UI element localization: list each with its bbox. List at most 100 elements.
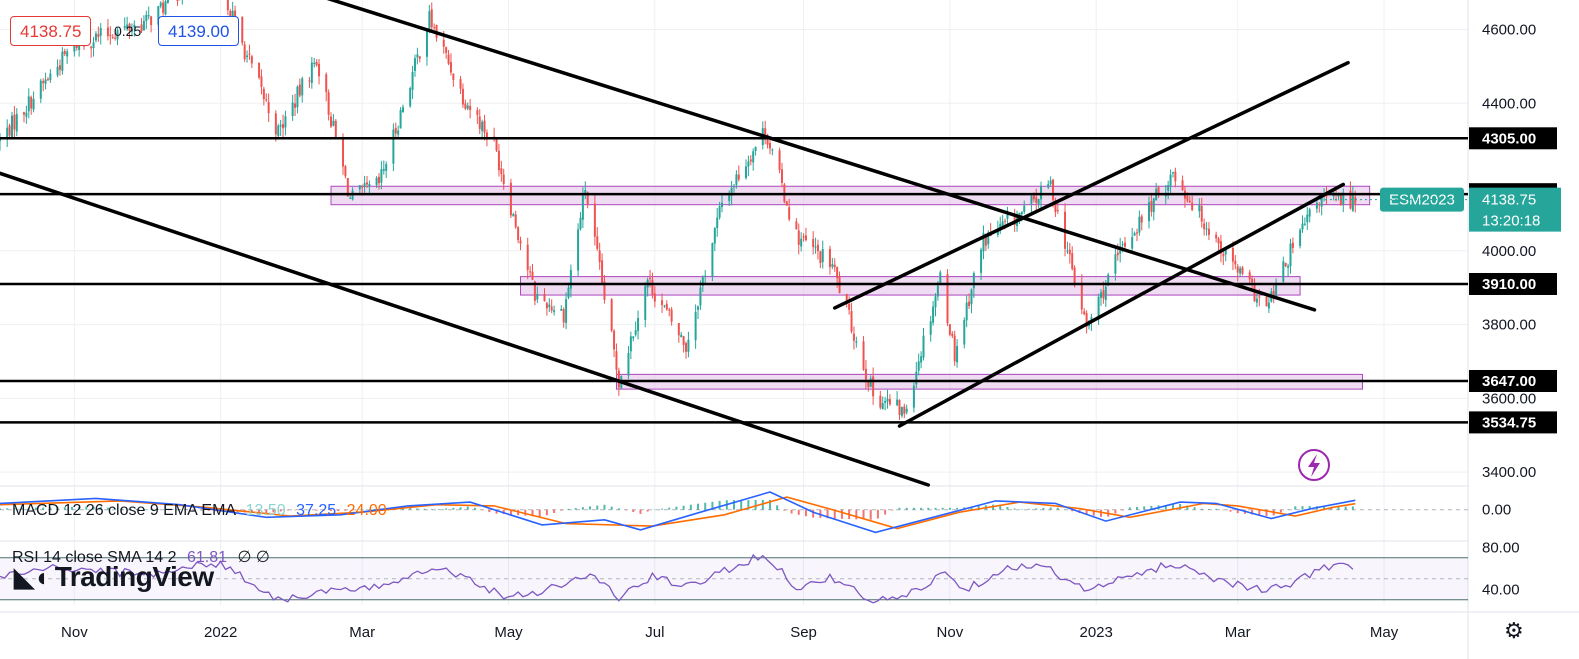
candle-body [737,174,740,180]
rsi-legend[interactable]: RSI 14 close SMA 14 2 61.81 ∅ ∅ [12,547,270,567]
candle-body [766,135,769,145]
candle-body [411,71,414,90]
gear-icon[interactable]: ⚙ [1504,618,1524,643]
candle-body [334,120,337,138]
macd-histogram-bar [1071,509,1074,512]
macd-histogram-bar [56,507,59,510]
macd-histogram-bar [142,508,145,510]
macd-histogram-bar [797,509,800,515]
candle-body [1241,267,1244,274]
candle-body [140,24,143,32]
macd-histogram-bar [1229,509,1232,512]
candle-body [1047,184,1050,188]
macd-histogram-bar [85,506,88,510]
candle-body [332,120,335,126]
support-resistance-zones [330,185,1371,390]
chart-extras [1298,199,1468,481]
candle-body [1255,298,1258,303]
ask-price-button[interactable]: 4139.00 [158,16,240,46]
candle-body [147,15,150,17]
macd-histogram-bar [653,509,656,511]
macd-histogram-bar [330,509,333,511]
candle-body [704,275,707,277]
macd-histogram-bar [42,507,45,510]
candle-body [1215,234,1218,239]
macd-line [0,491,1356,534]
candle-body [1104,286,1107,301]
candle-body [284,116,287,128]
macd-histogram-bar [1351,506,1354,510]
macd-histogram-bar [70,506,73,510]
candle-body [543,294,546,302]
macd-histogram-bar [538,509,541,517]
candle-body [159,2,162,7]
candle-body [747,161,750,167]
candle-body [922,335,925,358]
time-axis[interactable]: Nov 2022 Mar May Jul Sep Nov 2023 Mar May [61,624,1399,641]
rsi-pane [0,553,1468,604]
macd-legend[interactable]: MACD 12 26 close 9 EMA EMA 13.50 37.25 2… [12,502,387,520]
candle-body [1181,180,1184,191]
macd-histogram-bar [1150,505,1153,510]
candle-body [1097,296,1100,320]
candle-body [500,168,503,175]
candle-body [401,107,404,113]
horizontal-levels [0,137,1468,424]
macd-histogram-bar [272,509,275,513]
level-price-tag [1469,127,1557,150]
candle-body [1315,202,1318,209]
candle-body [1157,187,1160,195]
macd-histogram-bar [13,508,16,510]
candle-body [361,186,364,188]
candle-body [601,260,604,283]
macd-histogram-bar [1265,509,1268,516]
macd-histogram-bar [639,509,642,514]
bid-price-button[interactable]: 4138.75 [10,16,92,46]
candle-body [653,293,656,302]
macd-histogram-bar [1207,509,1210,510]
candle-body [1116,252,1119,256]
macd-histogram-bar [862,509,865,520]
macd-histogram-bar [1020,509,1023,510]
macd-histogram-bar [301,509,304,511]
macd-histogram-bar [553,509,556,513]
candle-body [1219,241,1222,254]
candle-body [0,138,1,142]
candle-body [632,336,635,339]
candle-body [545,303,548,309]
candle-body [1205,228,1208,230]
candle-body [819,251,822,264]
macd-histogram-bar [265,509,268,514]
candle-body [1224,248,1227,255]
candle-body [905,408,908,413]
candle-body [951,333,954,336]
time-tick-label: May [1370,624,1399,641]
candle-body [852,333,855,341]
candle-body [1265,296,1268,307]
candle-body [123,26,126,29]
macd-histogram-bar [200,509,203,511]
candle-body [1100,292,1102,298]
macd-histogram-bar [948,507,951,510]
macd-histogram-bar [711,501,714,510]
candle-body [94,33,97,41]
macd-histogram-bar [617,508,620,510]
candle-body [697,306,700,310]
level-price-label: 3910.00 [1482,276,1536,293]
candle-body [816,244,819,252]
macd-histogram-bar [718,500,721,510]
candle-body [1231,248,1234,262]
macd-histogram-bar [812,509,815,518]
candle-body [274,113,277,135]
candle-body [577,229,580,271]
rsi-value: 61.81 [186,549,228,566]
candle-body [447,54,450,64]
candle-body [677,322,680,336]
candle-body [867,380,870,388]
macd-histogram-bar [1143,506,1146,510]
macd-histogram-bar [171,508,174,510]
candle-body [27,96,30,112]
macd-histogram-bar [186,509,189,511]
macd-histogram-bar [1215,508,1218,510]
